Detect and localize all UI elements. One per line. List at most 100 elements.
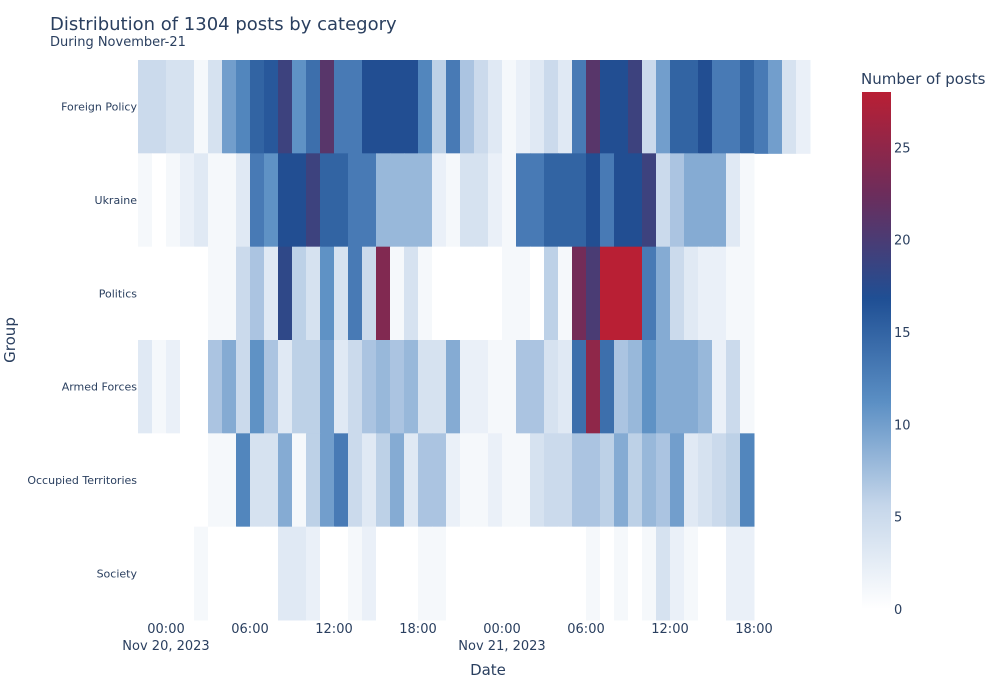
heatmap-cell — [586, 340, 601, 434]
heatmap-cell — [614, 60, 629, 154]
heatmap-cell — [698, 526, 713, 621]
heatmap-cell — [726, 340, 741, 434]
heatmap-cell — [292, 526, 307, 621]
heatmap-cell — [572, 153, 587, 248]
heatmap-cell — [222, 433, 237, 528]
x-tick-label: 06:00 — [567, 622, 604, 637]
heatmap-cell — [628, 433, 643, 528]
heatmap-cell — [740, 340, 755, 434]
heatmap-cell — [418, 340, 433, 434]
heatmap-cell — [684, 526, 699, 621]
heatmap-cell — [432, 60, 447, 154]
heatmap-cell — [558, 340, 573, 434]
heatmap-cell — [152, 153, 167, 248]
colorbar-tick-label: 25 — [894, 141, 911, 156]
heatmap-cell — [320, 340, 335, 434]
colorbar-tick-label: 15 — [894, 326, 911, 341]
heatmap-cell — [446, 153, 461, 248]
heatmap-cell — [208, 433, 223, 528]
heatmap-cell — [474, 246, 489, 341]
heatmap-cell — [544, 433, 559, 528]
heatmap-cell — [642, 153, 657, 248]
heatmap-cell — [432, 433, 447, 528]
heatmap-cell — [432, 246, 447, 341]
heatmap-cell — [404, 433, 419, 528]
heatmap-cell — [306, 526, 321, 621]
heatmap-cell — [152, 340, 167, 434]
heatmap-cell — [656, 340, 671, 434]
heatmap-cell — [138, 433, 153, 528]
heatmap-cell — [726, 60, 741, 154]
heatmap-cell — [334, 340, 349, 434]
heatmap-cell — [446, 340, 461, 434]
heatmap-cell — [516, 153, 531, 248]
heatmap-cell — [432, 340, 447, 434]
heatmap-cell — [348, 246, 363, 341]
heatmap-cell — [390, 433, 405, 528]
colorbar-title: Number of posts — [861, 70, 986, 88]
heatmap-cell — [530, 246, 545, 341]
x-tick-sublabel: Nov 20, 2023 — [122, 639, 209, 654]
heatmap-cell — [754, 60, 769, 154]
heatmap-cell — [390, 153, 405, 248]
heatmap-cell — [572, 60, 587, 154]
heatmap-cell — [292, 153, 307, 248]
heatmap-cell — [656, 153, 671, 248]
heatmap-cell — [516, 433, 531, 528]
heatmap-cell — [264, 246, 279, 341]
heatmap-cell — [236, 340, 251, 434]
heatmap-cell — [628, 526, 643, 621]
heatmap-cell — [376, 153, 391, 248]
y-tick-label: Armed Forces — [62, 381, 138, 394]
heatmap-cell — [474, 433, 489, 528]
heatmap-cell — [320, 433, 335, 528]
heatmap-cell — [558, 433, 573, 528]
heatmap-cell — [320, 246, 335, 341]
heatmap-cell — [544, 153, 559, 248]
heatmap-cell — [740, 153, 755, 248]
chart-title: Distribution of 1304 posts by category — [50, 14, 397, 35]
heatmap-cell — [600, 60, 615, 154]
heatmap-cell — [642, 246, 657, 341]
heatmap-cell — [362, 246, 377, 341]
heatmap-cell — [306, 433, 321, 528]
heatmap-cell — [614, 153, 629, 248]
y-tick-label: Foreign Policy — [61, 101, 137, 114]
heatmap-cell — [152, 246, 167, 341]
heatmap-cell — [488, 60, 503, 154]
heatmap-cell — [250, 340, 265, 434]
heatmap-cell — [278, 526, 293, 621]
heatmap-cell — [264, 340, 279, 434]
heatmap-cell — [544, 246, 559, 341]
heatmap-cell — [194, 526, 209, 621]
heatmap-cell — [376, 340, 391, 434]
heatmap-cell — [516, 60, 531, 154]
heatmap-cell — [558, 60, 573, 154]
heatmap-cells — [138, 60, 811, 621]
heatmap-cell — [376, 246, 391, 341]
heatmap-cell — [138, 340, 153, 434]
heatmap-cell — [236, 60, 251, 154]
heatmap-cell — [138, 153, 153, 248]
heatmap-cell — [376, 60, 391, 154]
heatmap-cell — [390, 60, 405, 154]
heatmap-cell — [194, 153, 209, 248]
heatmap-cell — [292, 246, 307, 341]
heatmap-cell — [418, 433, 433, 528]
heatmap-cell — [656, 433, 671, 528]
heatmap-cell — [236, 433, 251, 528]
x-tick-label: 06:00 — [231, 622, 268, 637]
heatmap-cell — [194, 60, 209, 154]
heatmap-cell — [530, 153, 545, 248]
heatmap-cell — [292, 340, 307, 434]
heatmap-cell — [222, 60, 237, 154]
heatmap-cell — [404, 246, 419, 341]
heatmap-cell — [740, 60, 755, 154]
heatmap-cell — [516, 246, 531, 341]
heatmap-cell — [138, 60, 153, 154]
heatmap-cell — [264, 153, 279, 248]
heatmap-cell — [614, 433, 629, 528]
x-tick-label: 18:00 — [735, 622, 772, 637]
heatmap-cell — [278, 433, 293, 528]
heatmap-cell — [628, 60, 643, 154]
